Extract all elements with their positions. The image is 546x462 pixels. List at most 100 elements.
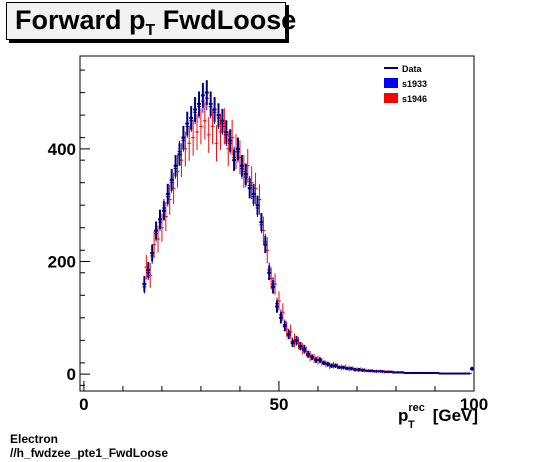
data-point-data	[232, 149, 237, 171]
data-point-data	[415, 371, 420, 374]
data-point-data	[345, 366, 350, 371]
legend-label-s1946: s1946	[402, 94, 427, 104]
data-point-data	[427, 371, 432, 374]
data-point-s1946	[210, 108, 215, 145]
data-point-data	[372, 370, 377, 373]
data-point-data	[329, 363, 334, 368]
data-point-data	[236, 137, 240, 161]
data-point-data	[150, 244, 155, 262]
data-point-data	[310, 354, 315, 361]
data-point-data	[200, 83, 205, 108]
data-point-data	[384, 370, 389, 373]
data-point-data	[204, 80, 209, 105]
data-point-s1946	[195, 113, 199, 151]
data-point-data	[360, 368, 365, 372]
y-tick-label: 400	[48, 140, 76, 159]
data-point-data	[466, 372, 471, 375]
data-point-data	[376, 370, 381, 373]
legend-swatch-s1933	[384, 78, 398, 88]
data-point-data	[259, 213, 264, 232]
data-point-s1946	[191, 119, 196, 156]
data-point-data	[411, 371, 416, 374]
data-point-data	[169, 169, 174, 191]
data-point-data	[302, 344, 307, 353]
data-point-data	[216, 103, 221, 127]
data-point-data	[364, 369, 369, 372]
legend-label-data: Data	[402, 64, 423, 74]
data-point-data	[450, 372, 455, 375]
data-point-data	[271, 280, 276, 294]
data-point-data	[290, 339, 295, 348]
data-point-s1946	[214, 125, 219, 162]
data-point-data	[161, 201, 166, 221]
data-point-data	[267, 265, 272, 281]
data-point-s1946	[202, 102, 207, 140]
data-point-data	[446, 372, 451, 375]
data-point-data	[239, 155, 244, 177]
data-point-data	[185, 111, 190, 136]
data-point-data	[325, 361, 330, 367]
data-point-data	[349, 366, 354, 371]
data-point-data	[419, 371, 424, 374]
data-point-data	[399, 371, 404, 374]
data-point-data	[333, 363, 338, 368]
legend-label-s1933: s1933	[402, 79, 427, 89]
data-point-data	[146, 262, 151, 278]
data-point-data	[142, 276, 147, 292]
data-marks	[142, 80, 474, 375]
legend: Data s1933 s1946	[384, 64, 427, 104]
data-point-data	[173, 155, 178, 177]
legend-swatch-s1946	[384, 93, 398, 103]
data-point-s1946	[206, 116, 211, 153]
data-point-data	[317, 357, 322, 363]
data-point-data	[341, 365, 346, 370]
data-point-data	[403, 371, 408, 374]
x-axis-label: prec T [GeV]	[398, 402, 478, 431]
data-point-data	[228, 129, 233, 152]
data-point-data	[321, 360, 326, 366]
data-point-data	[275, 300, 279, 313]
footer-line-1: Electron	[10, 432, 59, 446]
data-point-s1946	[187, 125, 192, 161]
data-point-data	[407, 371, 412, 374]
data-point-data	[306, 351, 311, 358]
data-point-data	[314, 357, 318, 363]
data-point-data	[193, 97, 198, 122]
data-point-data	[454, 372, 459, 375]
data-point-data	[243, 163, 248, 185]
data-point-data	[337, 365, 342, 370]
data-point-data	[395, 371, 400, 374]
data-point-data	[353, 367, 357, 372]
footer-line-2: //h_fwdzee_pte1_FwdLoose	[10, 446, 169, 460]
data-point-data	[255, 195, 260, 215]
chart-title: Forward pT FwdLoose	[6, 2, 296, 40]
data-point-data	[278, 312, 283, 324]
data-point-data	[442, 372, 447, 375]
y-tick-label: 200	[48, 253, 76, 272]
data-point-data	[251, 183, 256, 205]
data-point-data	[208, 91, 213, 117]
x-tick-label: 0	[79, 395, 88, 414]
data-point-s1946	[198, 108, 203, 145]
data-point-data	[247, 178, 252, 199]
data-point-data	[165, 183, 170, 205]
data-point-data	[434, 371, 439, 374]
data-point-data	[431, 371, 435, 374]
data-point-data	[438, 372, 443, 375]
y-tick-label: 0	[67, 365, 76, 384]
data-point-data	[423, 371, 428, 374]
x-tick-label: 50	[269, 395, 288, 414]
data-point-data	[462, 372, 467, 375]
data-point-data	[282, 321, 287, 332]
data-point-data	[189, 106, 194, 130]
data-point-data	[356, 367, 361, 372]
plot-frame	[79, 55, 475, 392]
data-point-data	[458, 372, 463, 375]
data-point-data	[392, 371, 396, 374]
data-point-data	[224, 120, 229, 144]
data-point-data	[158, 209, 162, 229]
data-point-data	[298, 342, 303, 350]
data-point-data	[380, 370, 385, 373]
data-point-data	[220, 108, 225, 133]
